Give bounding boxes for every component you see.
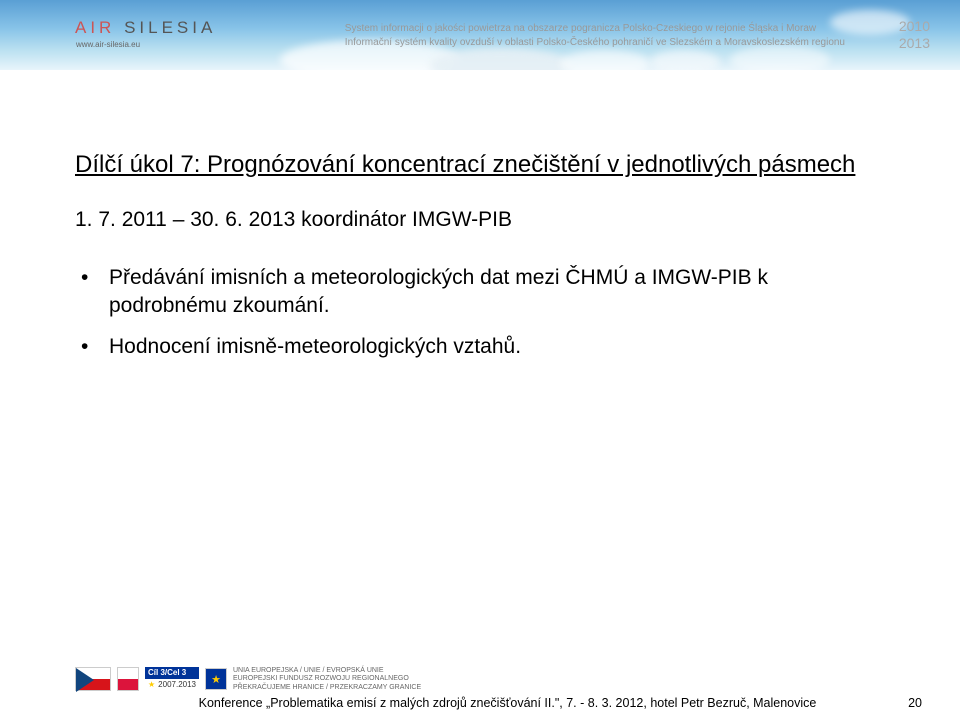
logo: AIR SILESIA www.air-silesia.eu	[75, 18, 216, 49]
flag-pl-icon	[117, 667, 139, 691]
footer-logos: Cíl 3/Cel 3 ★2007.2013 ★ UNIA EUROPEJSKA…	[75, 667, 940, 692]
program-label: Cíl 3/Cel 3 ★2007.2013	[145, 667, 199, 691]
program-top: Cíl 3/Cel 3	[145, 667, 199, 679]
bullet-item: Předávání imisních a meteorologických da…	[75, 264, 885, 321]
footer-text: Konference „Problematika emisí z malých …	[75, 696, 940, 710]
flag-cz-icon	[75, 667, 111, 691]
bullet-list: Předávání imisních a meteorologických da…	[75, 264, 885, 361]
logo-title: AIR SILESIA	[75, 18, 216, 38]
slide-footer: Cíl 3/Cel 3 ★2007.2013 ★ UNIA EUROPEJSKA…	[0, 667, 960, 710]
slide-content: Dílčí úkol 7: Prognózování koncentrací z…	[0, 100, 960, 361]
bullet-item: Hodnocení imisně-meteorologických vztahů…	[75, 333, 885, 361]
project-years: 2010 2013	[899, 18, 930, 52]
year-start: 2010	[899, 18, 930, 35]
logo-url: www.air-silesia.eu	[76, 40, 216, 49]
cloud	[560, 50, 650, 70]
program-bot: 2007.2013	[158, 681, 196, 689]
header-subtitle: System informacji o jakości powietrza na…	[345, 22, 845, 50]
eu-line1: UNIA EUROPEJSKA / UNIE / EVROPSKÁ UNIE	[233, 667, 421, 675]
logo-air: AIR	[75, 18, 115, 37]
year-end: 2013	[899, 35, 930, 52]
cloud	[650, 50, 720, 70]
slide-header: AIR SILESIA www.air-silesia.eu System in…	[0, 0, 960, 100]
page-number: 20	[908, 696, 922, 710]
slide-date-line: 1. 7. 2011 – 30. 6. 2013 koordinátor IMG…	[75, 208, 885, 232]
eu-line2: EUROPEJSKI FUNDUSZ ROZWOJU REGIONALNEGO	[233, 675, 421, 683]
eu-text: UNIA EUROPEJSKA / UNIE / EVROPSKÁ UNIE E…	[233, 667, 421, 692]
header-subtitle-line1: System informacji o jakości powietrza na…	[345, 22, 845, 36]
eu-stars-icon: ★	[205, 668, 227, 690]
header-subtitle-line2: Informační systém kvality ovzduší v obla…	[345, 36, 845, 50]
slide-title: Dílčí úkol 7: Prognózování koncentrací z…	[75, 150, 885, 180]
logo-silesia: SILESIA	[115, 18, 216, 37]
eu-line3: PŘEKRAČUJEME HRANICE / PRZEKRACZAMY GRAN…	[233, 684, 421, 692]
